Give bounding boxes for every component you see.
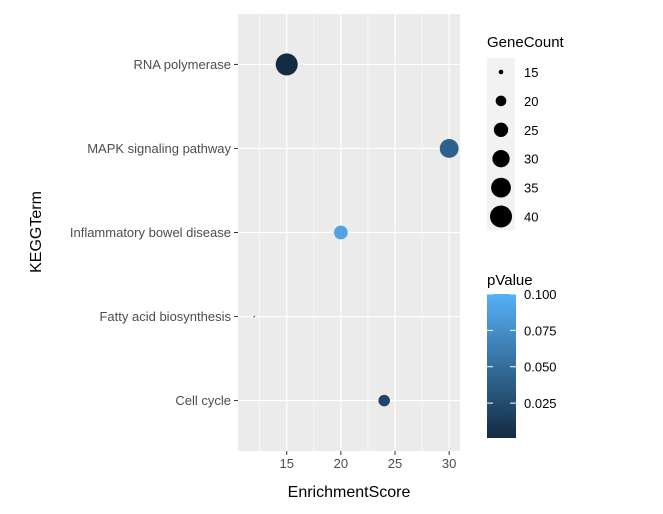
- data-point: [275, 53, 298, 76]
- size-legend-label: 35: [524, 181, 538, 196]
- size-legend-label: 20: [524, 94, 538, 109]
- data-point: [439, 139, 459, 158]
- x-tick-label: 30: [442, 456, 456, 471]
- data-point: [334, 225, 348, 240]
- size-legend-title: GeneCount: [487, 34, 565, 51]
- x-tick-label: 20: [334, 456, 348, 471]
- x-tick-label: 25: [388, 456, 402, 471]
- y-axis-title: KEGGTerm: [28, 191, 45, 273]
- size-legend-label: 30: [524, 152, 538, 167]
- y-tick-label: MAPK signaling pathway: [87, 141, 231, 156]
- data-point: [253, 315, 256, 318]
- color-bar: [487, 294, 516, 438]
- color-legend-label: 0.050: [524, 360, 557, 375]
- size-legend-marker: [498, 69, 504, 75]
- size-legend-marker: [492, 150, 510, 168]
- color-legend-title: pValue: [487, 272, 533, 289]
- y-tick-label: Cell cycle: [175, 393, 231, 408]
- size-legend-key-background: [487, 58, 515, 230]
- color-legend: pValue 0.100 0.075 0.050 0.025: [487, 272, 557, 438]
- color-legend-label: 0.025: [524, 396, 557, 411]
- x-axis: 15 20 25 30: [279, 451, 456, 471]
- y-tick-label: Fatty acid biosynthesis: [99, 309, 231, 324]
- x-tick-label: 15: [279, 456, 293, 471]
- y-tick-label: RNA polymerase: [133, 57, 231, 72]
- size-legend-label: 25: [524, 123, 538, 138]
- size-legend-marker: [491, 177, 511, 198]
- grid-lines: [238, 14, 460, 451]
- data-points: [253, 53, 459, 407]
- y-axis: RNA polymerase MAPK signaling pathway Infl…: [70, 57, 238, 408]
- color-legend-label: 0.075: [524, 323, 557, 338]
- data-point: [378, 394, 390, 407]
- size-legend-marker: [493, 122, 509, 137]
- size-legend-marker: [495, 95, 507, 107]
- x-axis-title: EnrichmentScore: [288, 484, 411, 501]
- color-legend-label: 0.100: [524, 287, 557, 302]
- size-legend-marker: [490, 205, 512, 228]
- size-legend-label: 15: [524, 65, 538, 80]
- size-legend-label: 40: [524, 210, 538, 225]
- size-legend: GeneCount 15 20 25 30 35 40: [487, 34, 565, 230]
- y-tick-label: Inflammatory bowel disease: [70, 225, 231, 240]
